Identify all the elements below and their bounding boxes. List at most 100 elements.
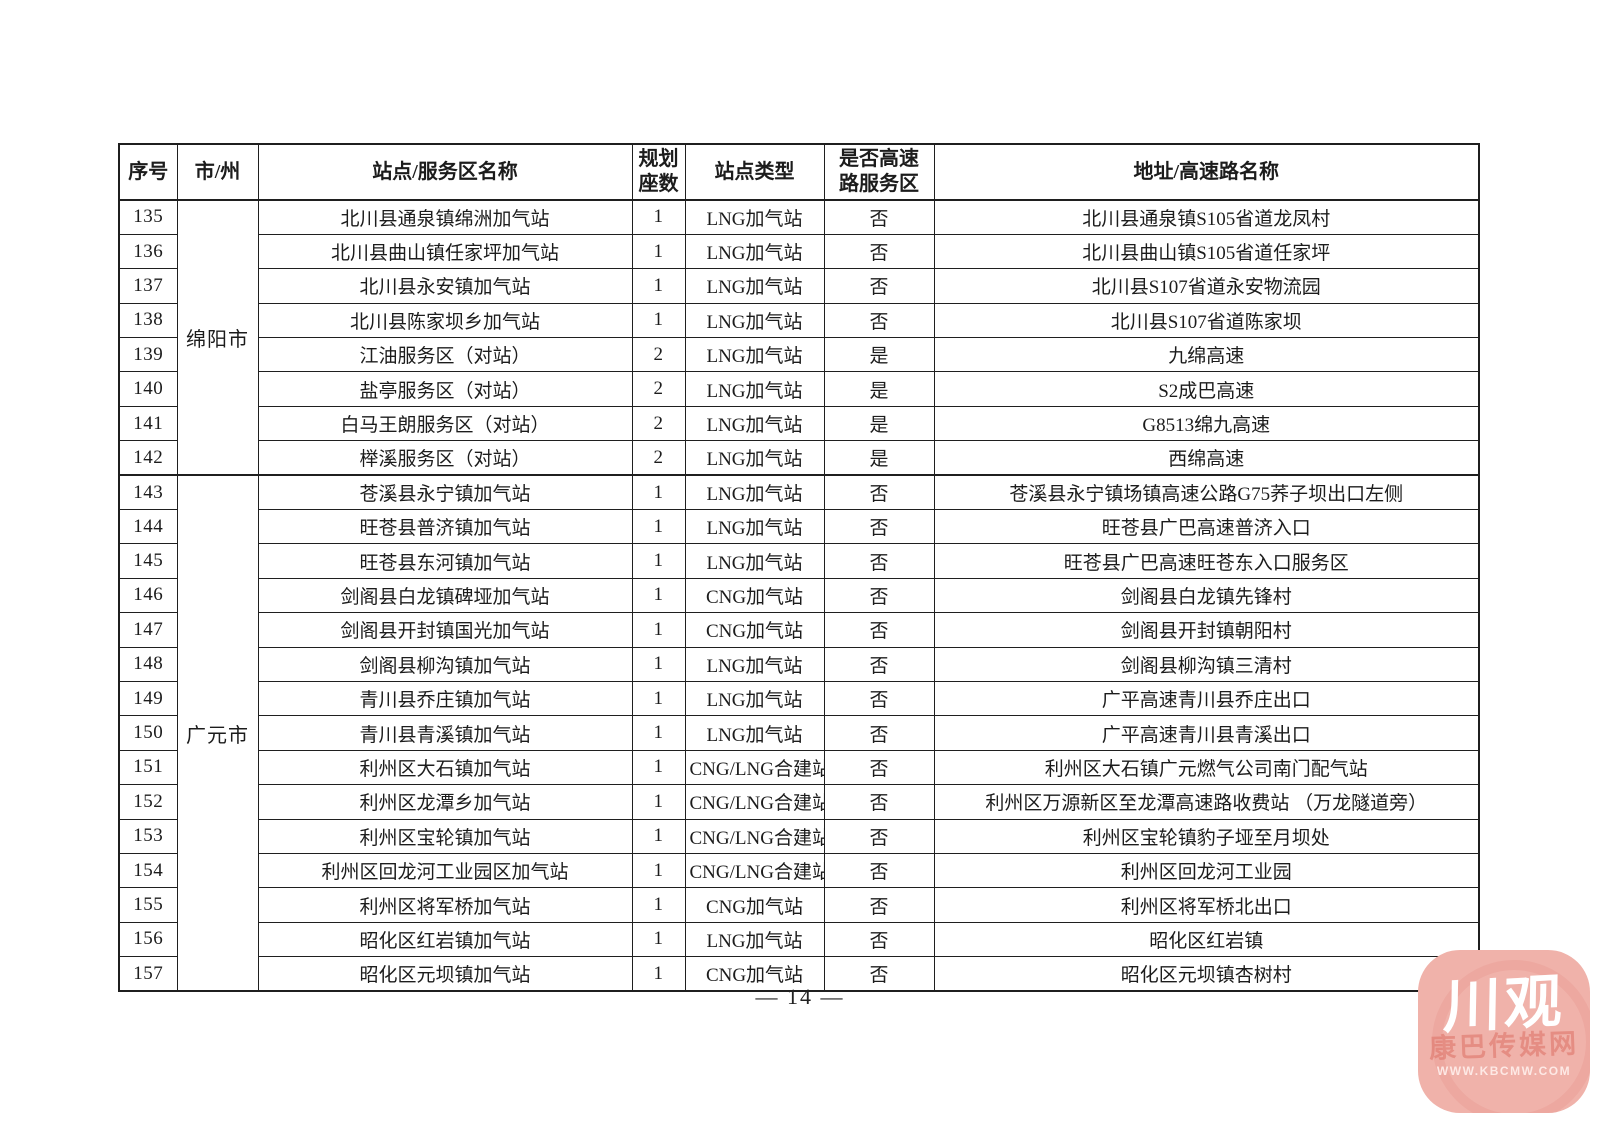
- cell-serial: 152: [118, 784, 178, 820]
- cell-station-name: 北川县永安镇加气站: [257, 268, 633, 304]
- cell-station-type: LNG加气站: [684, 543, 825, 579]
- cell-station-type: LNG加气站: [684, 509, 825, 545]
- cell-address: G8513绵九高速: [933, 405, 1480, 442]
- cell-address: S2成巴高速: [933, 371, 1480, 407]
- cell-station-name: 剑阁县开封镇国光加气站: [257, 612, 633, 648]
- cell-planned-count: 1: [631, 302, 686, 339]
- cell-station-type: LNG加气站: [684, 680, 825, 717]
- table-row: 154 利州区回龙河工业园区加气站 1 CNG/LNG合建站否利州区回龙河工业园: [118, 852, 1480, 889]
- cell-planned-count: 1: [631, 852, 686, 889]
- cell-is-highway: 是: [823, 405, 935, 442]
- table-row: 156 昭化区红岩镇加气站 1 LNG加气站否昭化区红岩镇: [118, 921, 1480, 958]
- cell-station-name: 利州区回龙河工业园区加气站: [257, 852, 633, 889]
- table-row: 151 利州区大石镇加气站 1 CNG/LNG合建站否利州区大石镇广元燃气公司南门配气…: [118, 749, 1480, 786]
- cell-address: 北川县S107省道永安物流园: [933, 268, 1480, 304]
- cell-city: 广元市: [176, 474, 259, 992]
- cell-planned-count: 1: [631, 715, 686, 751]
- header-address: 地址/高速路名称: [933, 143, 1480, 201]
- header-station-type: 站点类型: [684, 143, 825, 201]
- cell-is-highway: 是: [823, 337, 935, 373]
- cell-station-name: 白马王朗服务区（对站）: [257, 405, 633, 442]
- cell-serial: 145: [118, 543, 178, 579]
- table-row: 135 绵阳市 北川县通泉镇绵洲加气站 1 LNG加气站否北川县通泉镇S105省道龙凤村: [118, 198, 1480, 476]
- cell-city: 绵阳市: [176, 198, 259, 476]
- table-row: 143 广元市 苍溪县永宁镇加气站 1 LNG加气站否苍溪县永宁镇场镇高速公路G75荞子…: [118, 474, 1480, 992]
- cell-station-type: CNG/LNG合建站: [684, 852, 825, 889]
- cell-serial: 144: [118, 509, 178, 545]
- cell-station-name: 利州区大石镇加气站: [257, 749, 633, 786]
- header-station-name: 站点/服务区名称: [257, 143, 633, 201]
- cell-station-name: 利州区宝轮镇加气站: [257, 818, 633, 854]
- cell-planned-count: 1: [631, 887, 686, 923]
- cell-station-name: 青川县乔庄镇加气站: [257, 680, 633, 717]
- table-row: 152 利州区龙潭乡加气站 1 CNG/LNG合建站否利州区万源新区至龙潭高速路收费站…: [118, 784, 1480, 820]
- cell-station-name: 苍溪县永宁镇加气站: [257, 474, 633, 511]
- cell-planned-count: 1: [631, 543, 686, 579]
- cell-is-highway: 否: [823, 268, 935, 304]
- table-row: 153 利州区宝轮镇加气站 1 CNG/LNG合建站否利州区宝轮镇豹子垭至月坝处: [118, 818, 1480, 854]
- header-is-highway: 是否高速 路服务区: [823, 143, 935, 201]
- table-row: 138 北川县陈家坝乡加气站 1 LNG加气站否北川县S107省道陈家坝: [118, 302, 1480, 339]
- cell-is-highway: 否: [823, 543, 935, 579]
- cell-serial: 147: [118, 612, 178, 648]
- header-serial: 序号: [118, 143, 178, 201]
- cell-station-type: CNG加气站: [684, 612, 825, 648]
- cell-planned-count: 1: [631, 268, 686, 304]
- cell-serial: 136: [118, 233, 178, 270]
- cell-planned-count: 1: [631, 612, 686, 648]
- cell-planned-count: 1: [631, 474, 686, 511]
- table-row: 141 白马王朗服务区（对站） 2 LNG加气站是 G8513绵九高速: [118, 405, 1480, 442]
- cell-station-name: 昭化区元坝镇加气站: [257, 956, 633, 992]
- cell-address: 西绵高速: [933, 440, 1480, 476]
- table-header: 序号 市/州 站点/服务区名称 规划 座数 站点类型 是否高速 路服务区 地址/…: [118, 143, 1480, 201]
- cell-is-highway: 否: [823, 646, 935, 682]
- cell-address: 剑阁县开封镇朝阳村: [933, 612, 1480, 648]
- table-row: 146 剑阁县白龙镇碑垭加气站 1 CNG加气站否剑阁县白龙镇先锋村: [118, 577, 1480, 614]
- cell-station-name: 昭化区红岩镇加气站: [257, 921, 633, 958]
- cell-serial: 143: [118, 474, 178, 511]
- table-row: 155 利州区将军桥加气站 1 CNG加气站否利州区将军桥北出口: [118, 887, 1480, 923]
- cell-station-name: 旺苍县东河镇加气站: [257, 543, 633, 579]
- cell-is-highway: 是: [823, 440, 935, 476]
- cell-planned-count: 1: [631, 233, 686, 270]
- cell-station-type: CNG加气站: [684, 887, 825, 923]
- cell-address: 旺苍县广巴高速普济入口: [933, 509, 1480, 545]
- cell-address: 北川县S107省道陈家坝: [933, 302, 1480, 339]
- cell-serial: 140: [118, 371, 178, 407]
- cell-serial: 146: [118, 577, 178, 614]
- cell-station-type: LNG加气站: [684, 302, 825, 339]
- cell-serial: 151: [118, 749, 178, 786]
- cell-address: 北川县通泉镇S105省道龙凤村: [933, 198, 1480, 235]
- cell-serial: 141: [118, 405, 178, 442]
- cell-planned-count: 1: [631, 509, 686, 545]
- cell-planned-count: 1: [631, 198, 686, 235]
- cell-is-highway: 否: [823, 715, 935, 751]
- cell-address: 利州区将军桥北出口: [933, 887, 1480, 923]
- cell-station-name: 北川县陈家坝乡加气站: [257, 302, 633, 339]
- cell-serial: 138: [118, 302, 178, 339]
- cell-planned-count: 2: [631, 440, 686, 476]
- cell-station-name: 青川县青溪镇加气站: [257, 715, 633, 751]
- cell-station-name: 盐亭服务区（对站）: [257, 371, 633, 407]
- table-row: 157 昭化区元坝镇加气站 1 CNG加气站否昭化区元坝镇杏树村: [118, 956, 1480, 992]
- cell-is-highway: 否: [823, 612, 935, 648]
- cell-station-name: 旺苍县普济镇加气站: [257, 509, 633, 545]
- cell-station-type: CNG加气站: [684, 956, 825, 992]
- cell-station-name: 剑阁县白龙镇碑垭加气站: [257, 577, 633, 614]
- cell-is-highway: 否: [823, 852, 935, 889]
- cell-station-type: LNG加气站: [684, 715, 825, 751]
- cell-serial: 137: [118, 268, 178, 304]
- header-planned-count: 规划 座数: [631, 143, 686, 201]
- cell-station-type: CNG/LNG合建站: [684, 784, 825, 820]
- cell-address: 广平高速青川县乔庄出口: [933, 680, 1480, 717]
- cell-station-type: LNG加气站: [684, 405, 825, 442]
- cell-is-highway: 否: [823, 887, 935, 923]
- cell-station-type: CNG加气站: [684, 577, 825, 614]
- cell-address: 旺苍县广巴高速旺苍东入口服务区: [933, 543, 1480, 579]
- cell-serial: 153: [118, 818, 178, 854]
- cell-serial: 148: [118, 646, 178, 682]
- cell-serial: 156: [118, 921, 178, 958]
- cell-serial: 149: [118, 680, 178, 717]
- cell-station-name: 江油服务区（对站）: [257, 337, 633, 373]
